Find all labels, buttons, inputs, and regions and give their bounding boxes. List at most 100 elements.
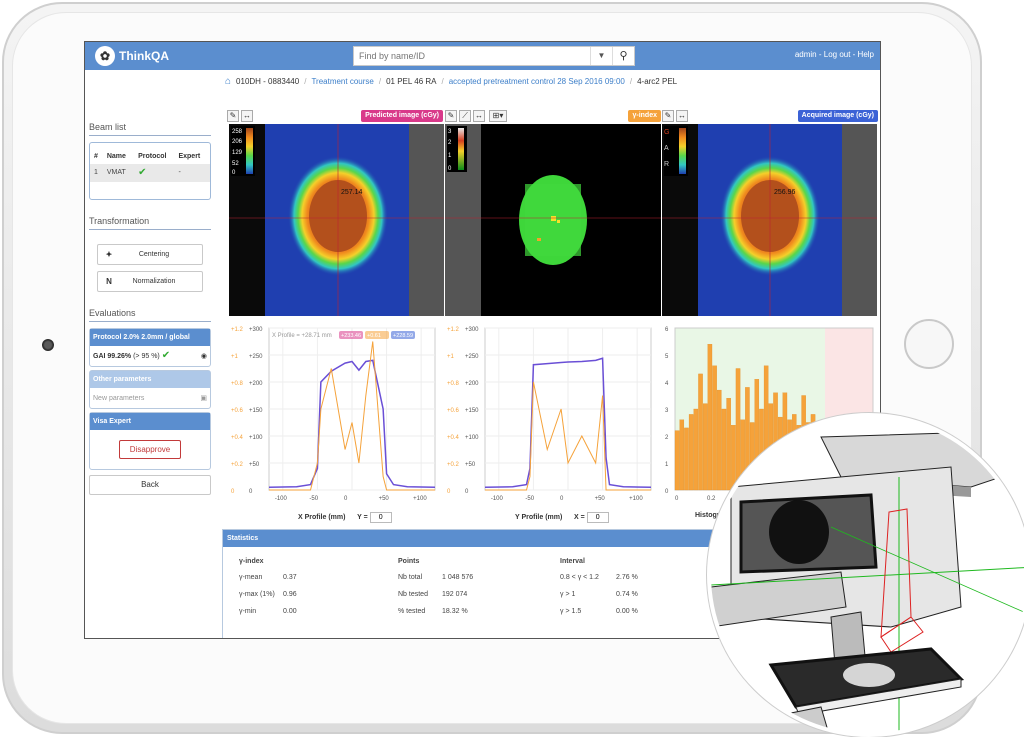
points-stats: Points Nb total 1 048 576 Nb tested 192 07… (398, 558, 492, 625)
centering-button[interactable]: ✦ Centering (97, 244, 203, 265)
stat-key: Nb total (398, 574, 423, 581)
y-axis-tick: 1 (665, 462, 669, 468)
other-parameters-header[interactable]: Other parameters (90, 371, 210, 388)
left-axis-tick: +1 (447, 354, 455, 360)
protocol-body: GAI 99.26% (> 95 %) ✔ ◉ (90, 346, 210, 366)
stat-key: γ > 1.5 (560, 608, 582, 615)
profile-header: X Profile = +28.71 mm (272, 333, 332, 339)
disapprove-button[interactable]: Disapprove (119, 440, 181, 459)
scale-label: 0 (448, 166, 452, 172)
left-axis-tick: +0.4 (231, 435, 244, 441)
pencil-icon[interactable]: ✎ (662, 110, 674, 122)
histogram-bar (726, 398, 731, 491)
document-icon[interactable]: ▣ (200, 395, 207, 402)
stat-key: % tested (398, 608, 426, 615)
search-input[interactable] (354, 47, 590, 65)
profile-line-icon[interactable]: ⟋ (459, 110, 471, 122)
logo-icon: ✿ (95, 46, 115, 66)
histogram-bar (693, 408, 699, 491)
y-profile-chart[interactable]: +1.2 +300 +1 +250 +0.8 +200 +0.6 +150 +0.4 +100 +0… (445, 322, 661, 522)
stat-key: 0.8 < γ < 1.2 (560, 574, 599, 581)
stat-key: γ-max (1%) (239, 591, 275, 598)
y-axis-tick: 4 (665, 381, 669, 387)
left-axis-tick: +0.6 (447, 408, 460, 414)
protocol-panel: Protocol 2.0% 2.0mm / global GAI 99.26% … (89, 328, 211, 367)
y-axis-tick: 2 (665, 435, 669, 441)
right-axis-tick: 0 (249, 489, 253, 495)
right-axis-tick: +300 (465, 327, 479, 333)
scale-label: 3 (448, 129, 452, 135)
dose-profile-line (484, 357, 652, 489)
col-expert: Expert (178, 153, 201, 160)
x-axis-tick: 0 (560, 496, 564, 502)
stat-value: 0.00 (283, 608, 297, 615)
acquired-image[interactable]: G A R 256.96 (662, 124, 877, 316)
back-button[interactable]: Back (89, 475, 211, 495)
left-axis-tick: +0.6 (231, 408, 244, 414)
predicted-image-label: Predicted image (cGy) (361, 110, 443, 122)
gamma-profile-line (485, 381, 651, 491)
scale-label: 206 (232, 139, 243, 145)
breadcrumb-course[interactable]: Treatment course (311, 77, 374, 86)
predicted-image[interactable]: 258 206 129 52 0 257.14 (229, 124, 444, 316)
centering-label: Centering (138, 251, 170, 258)
new-parameters-row: New parameters ▣ (90, 388, 210, 408)
x-axis-tick: -50 (525, 496, 534, 502)
pencil-icon[interactable]: ✎ (227, 110, 239, 122)
dose-marker: 257.14 (341, 189, 363, 196)
stat-value: 18.32 % (442, 608, 468, 615)
user-links[interactable]: admin - Log out - Help (794, 50, 874, 59)
app-logo[interactable]: ✿ ThinkQA (95, 46, 169, 66)
chevron-down-icon[interactable]: ▼ (590, 47, 612, 65)
pencil-icon[interactable]: ✎ (445, 110, 457, 122)
grid-icon[interactable]: ⊞▾ (489, 110, 507, 122)
stat-value: 192 074 (442, 591, 468, 598)
stat-value: 0.37 (283, 574, 297, 581)
ruler-icon[interactable]: ↔ (473, 110, 485, 122)
normalization-button[interactable]: N Normalization (97, 271, 203, 292)
protocol-header[interactable]: Protocol 2.0% 2.0mm / global (90, 329, 210, 346)
normalization-label: Normalization (132, 278, 176, 285)
gamma-index-label: γ-index (628, 110, 661, 122)
transformation-title: Transformation (89, 216, 211, 230)
eye-icon[interactable]: ◉ (200, 353, 207, 360)
gamma-stats: γ-index γ-mean 0.37 γ-max (1%) 0.96 γ-min 0… (239, 558, 323, 625)
ruler-icon[interactable]: ↔ (241, 110, 253, 122)
evaluations-title: Evaluations (89, 308, 211, 322)
x-axis-tick: +50 (379, 496, 390, 502)
search-icon[interactable]: ⚲ (612, 47, 634, 65)
x-profile-svg: +1.2 +300 +1 +250 +0.8 +200 +0.6 +150 +0.4 +100 +0… (231, 327, 436, 502)
x-coord-input[interactable] (586, 512, 609, 523)
visa-header: Visa Expert (90, 413, 210, 430)
left-axis-tick: 0 (231, 489, 235, 495)
breadcrumb-control[interactable]: accepted pretreatment control 28 Sep 201… (448, 77, 625, 86)
y-profile-footer: Y Profile (mm) X = (515, 512, 609, 523)
x-axis-tick: +100 (413, 496, 427, 502)
other-parameters-panel: Other parameters New parameters ▣ (89, 370, 211, 409)
ruler-icon[interactable]: ↔ (676, 110, 688, 122)
beam-table: # Name Protocol Expert 1 VMAT ✔ - (89, 142, 211, 200)
y-axis-tick: 5 (665, 354, 669, 360)
home-icon[interactable]: ⌂ (225, 76, 232, 87)
right-axis-tick: +150 (465, 408, 479, 414)
x-profile-chart[interactable]: +1.2 +300 +1 +250 +0.8 +200 +0.6 +150 +0.4 +100 +0… (229, 322, 444, 522)
stat-key: Nb tested (398, 591, 428, 598)
home-button[interactable] (904, 319, 954, 369)
x-coord-label: X = (574, 514, 585, 521)
histogram-bar (688, 414, 694, 491)
left-axis-tick: +0.4 (447, 435, 460, 441)
x-profile-footer: X Profile (mm) Y = (298, 512, 392, 523)
histogram-bar (731, 425, 736, 491)
y-coord-input[interactable] (369, 512, 392, 523)
profile-badge-value: +228.59 (393, 333, 413, 339)
new-parameters-label: New parameters (93, 394, 145, 402)
camera-icon (42, 339, 54, 351)
predicted-toolbar: ✎ ↔ Predicted image (cGy) (227, 110, 443, 124)
x-axis-tick: +50 (595, 496, 606, 502)
profile-badge (391, 331, 415, 339)
scale-label: 1 (448, 153, 452, 159)
gamma-image[interactable]: 3 2 1 0 (445, 124, 661, 316)
table-row[interactable]: 1 VMAT ✔ - (90, 164, 210, 182)
scale-label: 129 (232, 150, 243, 156)
y-axis-tick: 3 (665, 408, 669, 414)
